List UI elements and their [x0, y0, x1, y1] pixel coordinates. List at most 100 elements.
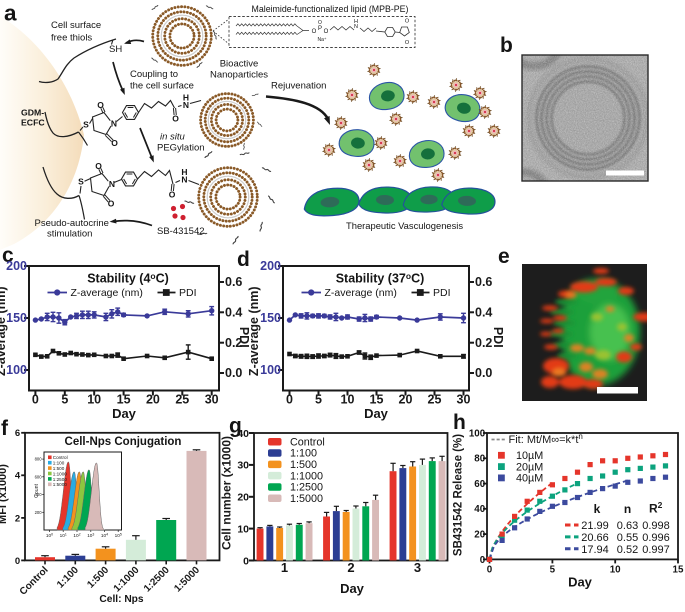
svg-text:Na⁺: Na⁺: [317, 37, 326, 43]
svg-text:Fit: Mt/M∞=k*tn: Fit: Mt/M∞=k*tn: [509, 432, 583, 446]
svg-text:1:100: 1:100: [55, 564, 81, 590]
svg-text:100: 100: [260, 363, 281, 377]
svg-text:0: 0: [32, 393, 39, 407]
svg-text:stimulation: stimulation: [47, 229, 92, 240]
svg-text:600: 600: [35, 474, 43, 479]
svg-text:40: 40: [474, 504, 485, 515]
svg-text:17.94: 17.94: [581, 544, 609, 556]
svg-text:0.0: 0.0: [475, 366, 492, 380]
svg-text:25: 25: [175, 393, 189, 407]
svg-text:PDI: PDI: [179, 287, 197, 299]
svg-text:Day: Day: [364, 406, 389, 421]
svg-text:10: 10: [237, 523, 249, 535]
svg-text:10: 10: [87, 393, 101, 407]
svg-text:N: N: [109, 179, 115, 189]
svg-text:80: 80: [474, 454, 485, 465]
svg-text:a: a: [4, 1, 17, 26]
svg-text:Rejuvenation: Rejuvenation: [271, 81, 326, 92]
svg-text:Z-average (nm): Z-average (nm): [71, 287, 143, 299]
svg-text:Control: Control: [18, 565, 51, 598]
svg-text:in situ: in situ: [160, 132, 186, 143]
svg-text:b: b: [500, 34, 513, 57]
svg-text:25: 25: [428, 393, 442, 407]
svg-text:1:2500: 1:2500: [53, 477, 67, 482]
svg-text:O: O: [95, 161, 102, 171]
svg-text:O: O: [97, 100, 104, 110]
svg-text:0.6: 0.6: [225, 275, 242, 289]
svg-text:0.0: 0.0: [225, 366, 242, 380]
svg-text:1:5000: 1:5000: [290, 493, 323, 505]
svg-text:10: 10: [341, 393, 355, 407]
svg-text:0: 0: [15, 556, 20, 567]
svg-text:Control: Control: [290, 436, 325, 448]
svg-text:15: 15: [117, 393, 131, 407]
svg-text:30: 30: [237, 460, 249, 472]
svg-text:Day: Day: [568, 575, 593, 590]
svg-text:O: O: [172, 113, 179, 123]
svg-text:Bioactive: Bioactive: [220, 59, 259, 70]
svg-text:O: O: [324, 29, 329, 35]
svg-text:0.52: 0.52: [617, 544, 638, 556]
svg-text:200: 200: [6, 259, 27, 273]
svg-text:20µM: 20µM: [516, 461, 543, 473]
svg-text:6: 6: [15, 428, 20, 439]
svg-text:200: 200: [35, 510, 43, 515]
svg-text:PEGylation: PEGylation: [157, 143, 205, 154]
svg-text:1:2500: 1:2500: [290, 482, 323, 494]
svg-text:4: 4: [15, 471, 21, 482]
svg-text:20: 20: [146, 393, 160, 407]
svg-text:40µM: 40µM: [516, 473, 543, 485]
svg-text:102: 102: [73, 532, 80, 538]
svg-text:PDI: PDI: [491, 327, 505, 348]
svg-text:101: 101: [60, 532, 67, 538]
svg-text:Day: Day: [340, 581, 365, 596]
svg-text:0.63: 0.63: [617, 520, 638, 532]
svg-text:Coupling to: Coupling to: [130, 69, 178, 80]
svg-text:0.55: 0.55: [617, 532, 638, 544]
svg-text:1:1000: 1:1000: [112, 564, 142, 594]
svg-text:1:1000: 1:1000: [290, 470, 323, 482]
svg-text:MFI (x1000): MFI (x1000): [0, 464, 9, 524]
svg-text:0.998: 0.998: [642, 520, 670, 532]
svg-text:5: 5: [315, 393, 322, 407]
svg-text:104: 104: [101, 532, 108, 538]
svg-text:GDM-: GDM-: [21, 107, 44, 117]
svg-text:1:100: 1:100: [290, 448, 317, 460]
svg-text:2: 2: [15, 513, 20, 524]
svg-text:the cell surface: the cell surface: [130, 81, 194, 92]
svg-text:1:500: 1:500: [85, 564, 111, 590]
svg-text:20: 20: [237, 492, 249, 504]
svg-text:S: S: [83, 119, 89, 129]
svg-text:f: f: [1, 417, 9, 440]
svg-text:3: 3: [414, 560, 421, 575]
svg-text:15: 15: [370, 393, 384, 407]
svg-text:SB-431542: SB-431542: [157, 226, 205, 237]
svg-text:O: O: [111, 138, 118, 148]
svg-text:O: O: [318, 20, 322, 26]
svg-text:100: 100: [469, 428, 486, 439]
svg-text:H: H: [181, 167, 187, 177]
svg-text:Count: Count: [34, 484, 40, 498]
svg-text:0: 0: [286, 393, 293, 407]
svg-text:150: 150: [260, 311, 281, 325]
svg-text:60: 60: [474, 479, 485, 490]
svg-text:PDI: PDI: [433, 287, 451, 299]
svg-text:Pseudo-autocrine: Pseudo-autocrine: [35, 218, 109, 229]
svg-text:20: 20: [399, 393, 413, 407]
svg-text:30: 30: [205, 393, 219, 407]
svg-text:100: 100: [6, 363, 27, 377]
svg-text:Cell: Nps: Cell: Nps: [99, 594, 143, 605]
svg-text:0.997: 0.997: [642, 544, 670, 556]
svg-text:Stability (4oC): Stability (4oC): [87, 271, 169, 286]
svg-text:150: 150: [6, 311, 27, 325]
svg-text:N: N: [111, 118, 117, 128]
svg-text:1:5000: 1:5000: [172, 564, 202, 594]
svg-text:15: 15: [673, 565, 684, 576]
svg-text:1:5000: 1:5000: [53, 482, 67, 487]
svg-text:0.996: 0.996: [642, 532, 670, 544]
svg-text:Stability (37oC): Stability (37oC): [336, 271, 425, 286]
svg-text:100: 100: [46, 532, 53, 538]
svg-text:0: 0: [487, 565, 493, 576]
svg-text:Cell-Nps Conjugation: Cell-Nps Conjugation: [65, 436, 182, 448]
svg-text:Cell surface: Cell surface: [51, 20, 101, 31]
